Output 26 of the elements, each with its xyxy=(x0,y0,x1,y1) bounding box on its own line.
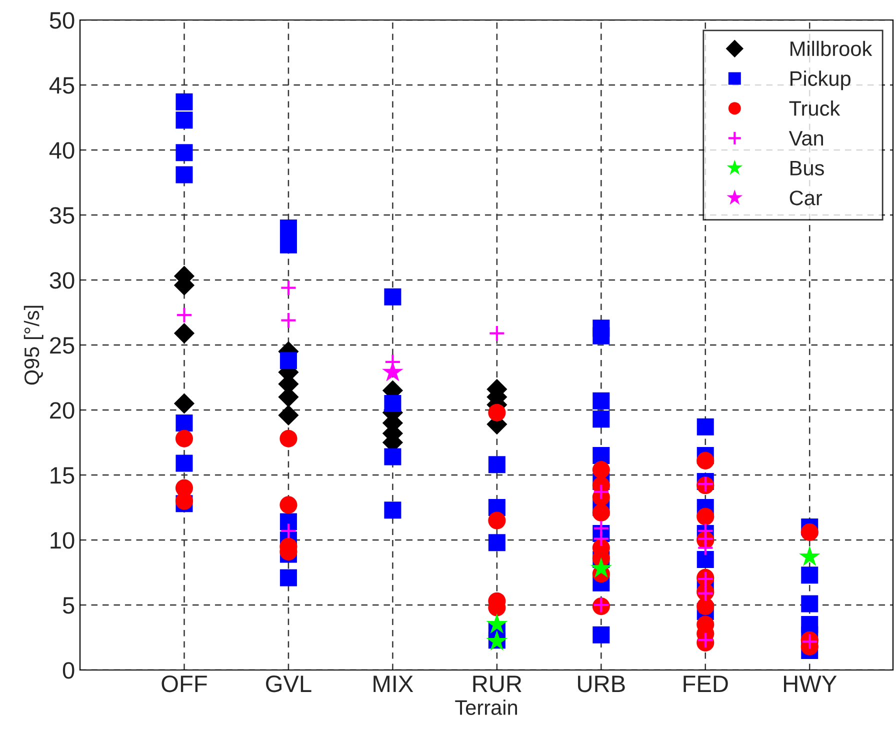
y-tick-label: 15 xyxy=(50,467,74,484)
x-tick-label: MIX xyxy=(374,676,414,692)
legend-label: Bus xyxy=(790,160,824,176)
y-tick-label: 20 xyxy=(50,402,74,419)
x-tick-label: URB xyxy=(578,676,625,692)
y-tick-label: 30 xyxy=(50,272,74,289)
y-tick-label: 5 xyxy=(62,597,74,614)
y-axis-title: Q95 [°/s] xyxy=(24,306,44,385)
x-tick-label: RUR xyxy=(473,676,522,692)
legend-label: Pickup xyxy=(790,70,850,90)
legend-label: Truck xyxy=(789,100,840,116)
x-axis-title: Terrain xyxy=(455,700,517,715)
y-tick-label: 10 xyxy=(50,532,74,549)
legend-label: Van xyxy=(788,131,823,146)
legend-label: Millbrook xyxy=(790,40,872,56)
y-tick-label: 50 xyxy=(50,12,74,29)
x-tick-label: HWY xyxy=(784,676,837,692)
y-tick-label: 0 xyxy=(62,662,74,679)
legend-label: Car xyxy=(790,190,822,206)
y-tick-label: 25 xyxy=(50,337,74,354)
x-tick-label: GVL xyxy=(266,675,312,692)
y-tick-label: 45 xyxy=(49,77,74,94)
y-tick-label: 35 xyxy=(50,207,74,224)
x-tick-label: FED xyxy=(684,676,728,692)
y-tick-label: 40 xyxy=(49,142,74,159)
x-tick-label: OFF xyxy=(162,675,207,692)
